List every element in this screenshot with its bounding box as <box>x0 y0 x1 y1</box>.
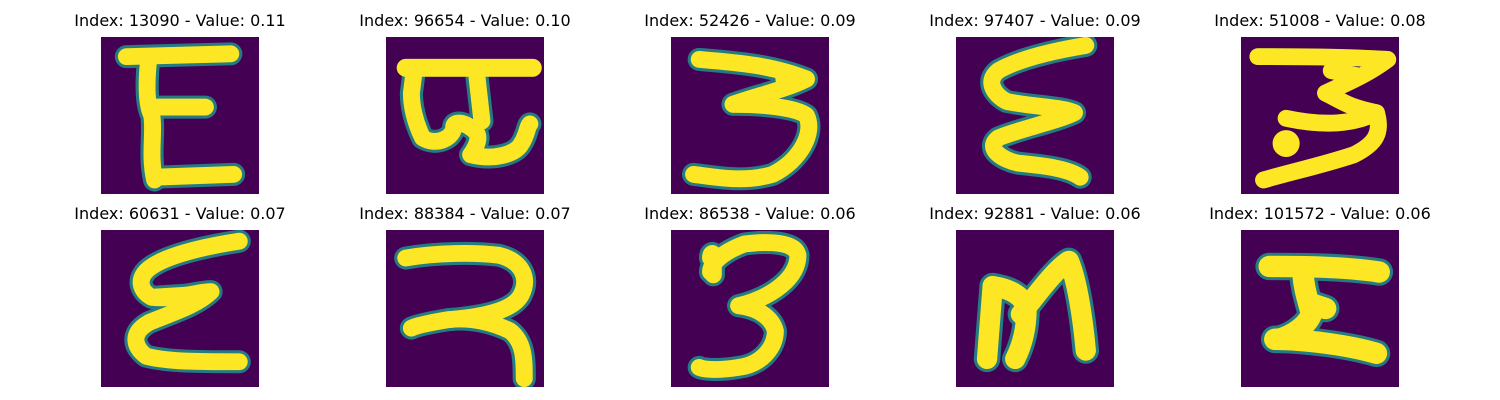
sample-panel-7: Index: 88384 - Value: 0.07 <box>345 203 585 389</box>
panel-title: Index: 101572 - Value: 0.06 <box>1209 204 1431 223</box>
panel-title: Index: 51008 - Value: 0.08 <box>1214 11 1426 30</box>
sample-panel-9: Index: 92881 - Value: 0.06 <box>915 203 1155 389</box>
sample-panel-6: Index: 60631 - Value: 0.07 <box>60 203 300 389</box>
panel-title: Index: 97407 - Value: 0.09 <box>929 11 1141 30</box>
digit-image <box>956 230 1114 387</box>
digit-image <box>101 37 259 194</box>
sample-panel-4: Index: 97407 - Value: 0.09 <box>915 10 1155 196</box>
digit-image <box>101 230 259 387</box>
sample-panel-1: Index: 13090 - Value: 0.11 <box>60 10 300 196</box>
digit-image <box>671 37 829 194</box>
digit-image <box>671 230 829 387</box>
digit-image <box>386 230 544 387</box>
panel-title: Index: 52426 - Value: 0.09 <box>644 11 856 30</box>
digit-image <box>386 37 544 194</box>
sample-panel-3: Index: 52426 - Value: 0.09 <box>630 10 870 196</box>
panel-title: Index: 13090 - Value: 0.11 <box>74 11 286 30</box>
sample-panel-2: Index: 96654 - Value: 0.10 <box>345 10 585 196</box>
digit-image <box>1241 230 1399 387</box>
sample-panel-8: Index: 86538 - Value: 0.06 <box>630 203 870 389</box>
panel-title: Index: 96654 - Value: 0.10 <box>359 11 571 30</box>
panel-title: Index: 88384 - Value: 0.07 <box>359 204 571 223</box>
panel-title: Index: 92881 - Value: 0.06 <box>929 204 1141 223</box>
sample-panel-5: Index: 51008 - Value: 0.08 <box>1200 10 1440 196</box>
digit-image <box>956 37 1114 194</box>
digit-image <box>1241 37 1399 194</box>
panel-title: Index: 86538 - Value: 0.06 <box>644 204 856 223</box>
panel-title: Index: 60631 - Value: 0.07 <box>74 204 286 223</box>
sample-panel-10: Index: 101572 - Value: 0.06 <box>1200 203 1440 389</box>
